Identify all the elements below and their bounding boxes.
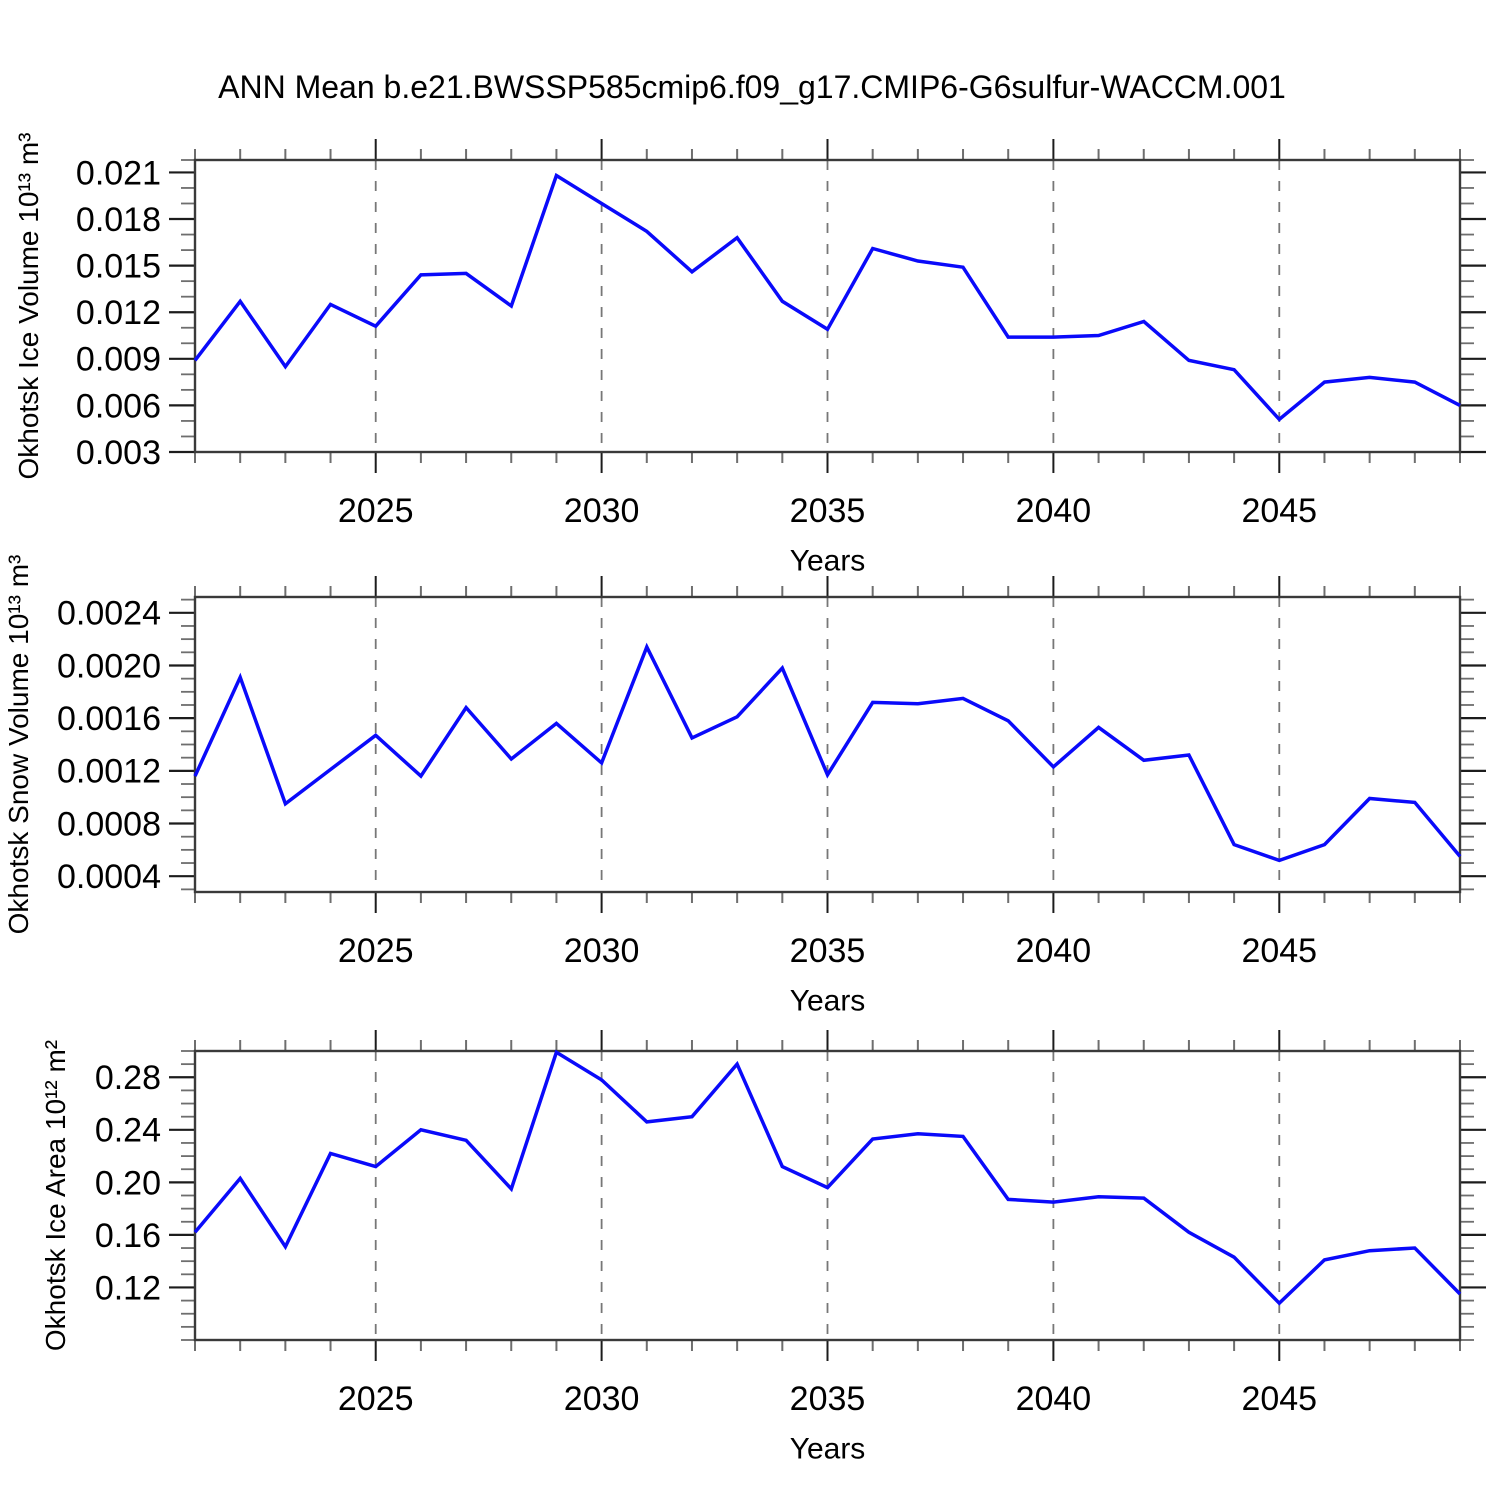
y-tick-label: 0.20 <box>95 1164 161 1202</box>
y-axis-title: Okhotsk Snow Volume 10¹³ m³ <box>3 555 34 935</box>
y-tick-label: 0.28 <box>95 1059 161 1097</box>
x-tick-label: 2025 <box>338 1380 414 1418</box>
y-tick-label: 0.0004 <box>57 858 161 896</box>
x-tick-label: 2045 <box>1241 1380 1317 1418</box>
x-tick-label: 2040 <box>1016 932 1092 970</box>
x-axis-title: Years <box>790 1433 866 1466</box>
x-tick-label: 2030 <box>564 932 640 970</box>
y-tick-label: 0.021 <box>76 154 161 192</box>
x-tick-label: 2035 <box>790 1380 866 1418</box>
x-tick-label: 2035 <box>790 492 866 530</box>
x-tick-label: 2035 <box>790 932 866 970</box>
y-tick-label: 0.012 <box>76 294 161 332</box>
y-tick-label: 0.16 <box>95 1217 161 1255</box>
x-tick-label: 2025 <box>338 932 414 970</box>
plot-frame <box>193 595 1462 894</box>
x-tick-label: 2040 <box>1016 492 1092 530</box>
y-tick-label: 0.12 <box>95 1269 161 1307</box>
plot-frame <box>193 158 1462 454</box>
data-line-snow-volume <box>193 642 1462 863</box>
y-tick-label: 0.0020 <box>57 647 161 685</box>
x-axis-title: Years <box>790 985 866 1018</box>
y-tick-label: 0.0008 <box>57 805 161 843</box>
data-line-ice-area <box>193 1049 1462 1306</box>
data-line-ice-volume <box>193 172 1461 422</box>
y-tick-label: 0.0016 <box>57 700 161 738</box>
panels-group: 0.021 0.018 0.015 0.012 0.009 0.006 0.003 2025 2… <box>3 132 1486 1466</box>
x-tick-label: 2025 <box>338 492 414 530</box>
x-axis-title: Years <box>790 545 866 578</box>
panel-ice-area: 0.28 0.24 0.20 0.16 0.12 2025 2030 2035 2040 2045… <box>40 1030 1486 1466</box>
x-tick-label: 2030 <box>564 1380 640 1418</box>
y-axis-title: Okhotsk Ice Area 10¹² m² <box>40 1040 71 1351</box>
panel-ice-volume: 0.021 0.018 0.015 0.012 0.009 0.006 0.003 2025 2… <box>13 132 1486 578</box>
x-tick-label: 2045 <box>1241 492 1317 530</box>
y-tick-label: 0.24 <box>95 1112 161 1150</box>
panel-snow-volume: 0.0024 0.0020 0.0016 0.0012 0.0008 0.0004 2025… <box>3 555 1486 1018</box>
x-tick-label: 2045 <box>1241 932 1317 970</box>
y-axis-title: Okhotsk Ice Volume 10¹³ m³ <box>13 132 44 479</box>
figure-title: ANN Mean b.e21.BWSSP585cmip6.f09_g17.CMI… <box>218 69 1286 105</box>
x-tick-label: 2030 <box>564 492 640 530</box>
y-tick-label: 0.0024 <box>57 595 161 633</box>
y-tick-label: 0.003 <box>76 434 161 472</box>
y-tick-label: 0.015 <box>76 248 161 286</box>
y-tick-label: 0.006 <box>76 387 161 425</box>
x-tick-label: 2040 <box>1016 1380 1092 1418</box>
y-tick-label: 0.009 <box>76 341 161 379</box>
y-tick-label: 0.018 <box>76 201 161 239</box>
plot-frame <box>193 1049 1462 1342</box>
y-tick-label: 0.0012 <box>57 753 161 791</box>
